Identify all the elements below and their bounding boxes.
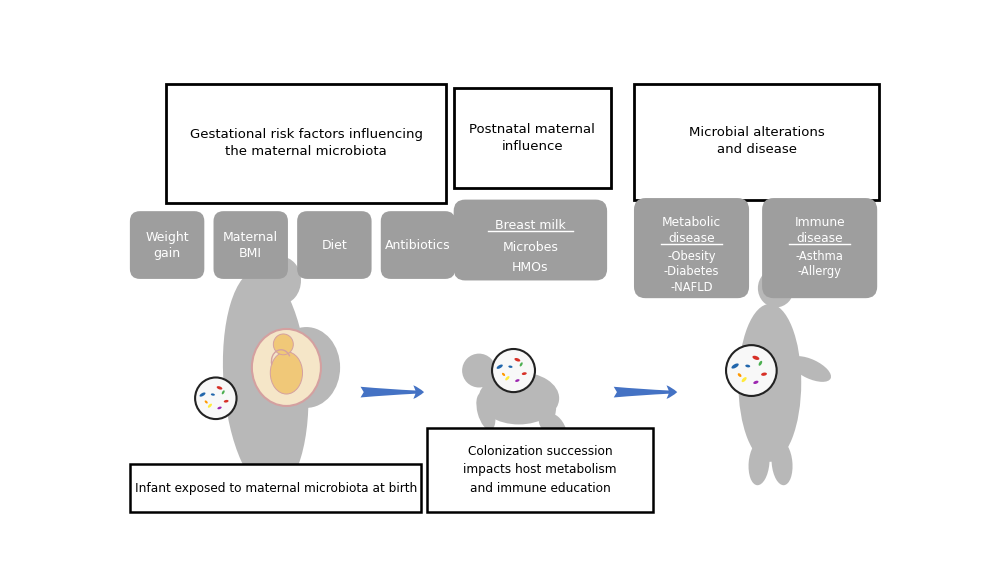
FancyBboxPatch shape (634, 84, 879, 200)
Ellipse shape (758, 269, 794, 307)
Ellipse shape (261, 256, 301, 305)
Ellipse shape (200, 393, 206, 397)
Text: Colonization succession
impacts host metabolism
and immune education: Colonization succession impacts host met… (463, 445, 617, 495)
Ellipse shape (478, 372, 559, 424)
Ellipse shape (223, 269, 309, 492)
Text: disease: disease (796, 232, 842, 245)
FancyBboxPatch shape (297, 211, 371, 279)
Ellipse shape (205, 401, 208, 404)
Ellipse shape (497, 365, 503, 369)
Text: -NAFLD: -NAFLD (670, 281, 713, 294)
Ellipse shape (753, 381, 758, 384)
Ellipse shape (732, 364, 739, 369)
FancyBboxPatch shape (166, 84, 446, 203)
Text: HMOs: HMOs (512, 261, 548, 274)
Ellipse shape (217, 386, 223, 390)
Ellipse shape (211, 393, 215, 395)
Text: Weight
gain: Weight gain (146, 230, 189, 259)
FancyBboxPatch shape (130, 464, 422, 512)
FancyBboxPatch shape (130, 211, 204, 279)
Ellipse shape (222, 390, 225, 394)
Text: disease: disease (668, 232, 715, 245)
Ellipse shape (739, 304, 801, 462)
Text: Postnatal maternal
influence: Postnatal maternal influence (469, 123, 595, 153)
Ellipse shape (761, 372, 767, 376)
Circle shape (195, 378, 237, 419)
Ellipse shape (515, 358, 521, 361)
Circle shape (492, 349, 535, 392)
Text: -Diabetes: -Diabetes (663, 266, 720, 278)
Ellipse shape (502, 373, 505, 376)
Ellipse shape (251, 329, 321, 406)
Ellipse shape (752, 356, 759, 360)
Ellipse shape (270, 351, 303, 394)
Ellipse shape (218, 406, 222, 409)
FancyBboxPatch shape (214, 211, 288, 279)
Ellipse shape (520, 362, 523, 367)
FancyBboxPatch shape (381, 211, 455, 279)
Ellipse shape (745, 365, 750, 368)
Ellipse shape (272, 327, 341, 408)
FancyBboxPatch shape (634, 198, 749, 298)
Ellipse shape (748, 441, 769, 485)
Ellipse shape (208, 404, 212, 408)
Text: Maternal
BMI: Maternal BMI (223, 230, 278, 259)
Ellipse shape (733, 352, 749, 394)
Ellipse shape (522, 372, 527, 375)
Text: Gestational risk factors influencing
the maternal microbiota: Gestational risk factors influencing the… (190, 129, 423, 159)
Ellipse shape (508, 365, 513, 368)
Ellipse shape (462, 354, 496, 387)
Text: Diet: Diet (322, 239, 347, 251)
Text: Breast milk: Breast milk (495, 219, 565, 232)
Text: Immune: Immune (794, 216, 844, 229)
FancyBboxPatch shape (453, 88, 611, 188)
FancyBboxPatch shape (427, 427, 653, 512)
Ellipse shape (790, 356, 831, 382)
Ellipse shape (515, 379, 520, 382)
Circle shape (726, 345, 777, 396)
Ellipse shape (476, 393, 495, 430)
Ellipse shape (738, 373, 742, 377)
Ellipse shape (543, 413, 567, 450)
Text: -Obesity: -Obesity (667, 250, 716, 263)
Text: Metabolic: Metabolic (662, 216, 721, 229)
Text: -Allergy: -Allergy (798, 266, 842, 278)
Ellipse shape (539, 393, 556, 430)
Text: Antibiotics: Antibiotics (385, 239, 450, 251)
Ellipse shape (224, 400, 229, 402)
FancyBboxPatch shape (453, 200, 607, 280)
Ellipse shape (505, 376, 510, 380)
FancyBboxPatch shape (762, 198, 877, 298)
Text: Microbial alterations
and disease: Microbial alterations and disease (689, 126, 825, 156)
Ellipse shape (273, 334, 293, 355)
Ellipse shape (742, 377, 746, 382)
Text: -Asthma: -Asthma (796, 250, 843, 263)
Text: Microbes: Microbes (503, 241, 558, 254)
Text: Infant exposed to maternal microbiota at birth: Infant exposed to maternal microbiota at… (135, 482, 417, 495)
Ellipse shape (758, 361, 762, 366)
Ellipse shape (771, 441, 793, 485)
